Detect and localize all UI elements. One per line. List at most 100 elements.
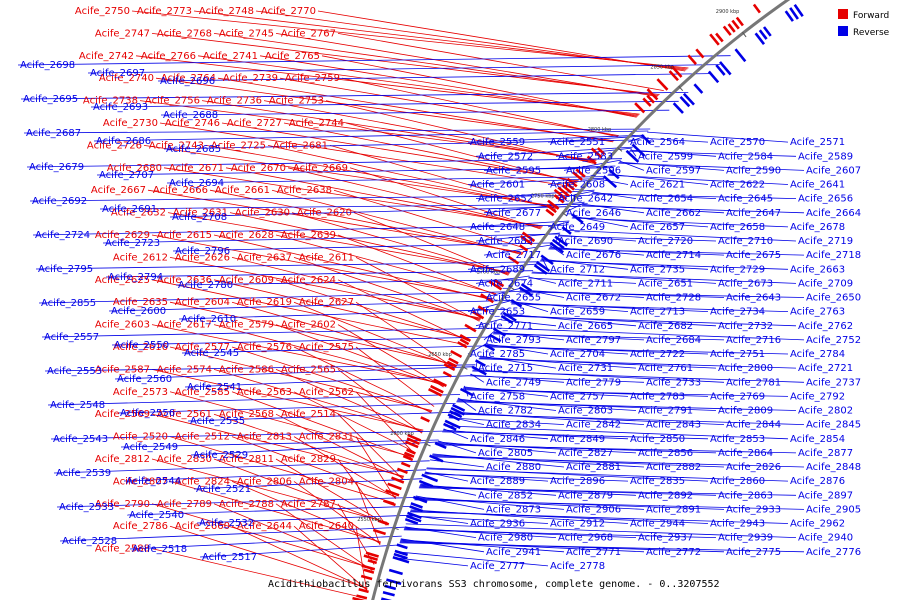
reverse-gene-label[interactable]: Acife_2599: [638, 151, 693, 162]
reverse-gene-label[interactable]: Acife_2879: [558, 490, 613, 501]
reverse-gene-label[interactable]: Acife_2834: [486, 420, 541, 431]
reverse-gene-label[interactable]: Acife_2718: [806, 250, 861, 261]
reverse-gene-label[interactable]: Acife_2723: [105, 238, 160, 249]
forward-gene-label[interactable]: Acife_2626: [175, 252, 230, 263]
forward-gene-label[interactable]: Acife_2744: [289, 118, 344, 129]
forward-gene-label[interactable]: Acife_2740: [99, 73, 154, 84]
reverse-gene-label[interactable]: Acife_2691: [102, 204, 157, 215]
reverse-gene-label[interactable]: Acife_2800: [718, 363, 773, 374]
reverse-gene-label[interactable]: Acife_2551: [550, 137, 605, 148]
reverse-gene-label[interactable]: Acife_2653: [470, 307, 525, 318]
reverse-gene-label[interactable]: Acife_2710: [718, 236, 773, 247]
reverse-gene-label[interactable]: Acife_2763: [790, 307, 845, 318]
forward-gene-label[interactable]: Acife_2669: [293, 163, 348, 174]
forward-gene-label[interactable]: Acife_2741: [203, 51, 258, 62]
forward-gene-label[interactable]: Acife_2573: [113, 387, 168, 398]
reverse-gene-label[interactable]: Acife_2880: [486, 462, 541, 473]
reverse-gene-label[interactable]: Acife_2677: [486, 208, 541, 219]
reverse-gene-label[interactable]: Acife_2544: [126, 476, 181, 487]
reverse-gene-label[interactable]: Acife_2564: [630, 137, 685, 148]
forward-gene-label[interactable]: Acife_2575: [299, 342, 354, 353]
reverse-gene-label[interactable]: Acife_2897: [798, 490, 853, 501]
forward-gene-label[interactable]: Acife_2624: [281, 275, 336, 286]
forward-gene-label[interactable]: Acife_2579: [219, 320, 274, 331]
forward-gene-label[interactable]: Acife_2667: [91, 185, 146, 196]
forward-gene-label[interactable]: Acife_2738: [83, 96, 138, 107]
forward-gene-label[interactable]: Acife_2587: [95, 364, 150, 375]
reverse-gene-label[interactable]: Acife_2757: [550, 391, 605, 402]
reverse-gene-label[interactable]: Acife_2590: [726, 165, 781, 176]
forward-gene-label[interactable]: Acife_2753: [269, 96, 324, 107]
forward-gene-label[interactable]: Acife_2661: [215, 185, 270, 196]
forward-gene-label[interactable]: Acife_2629: [95, 230, 150, 241]
reverse-gene-label[interactable]: Acife_2584: [718, 151, 773, 162]
forward-gene-label[interactable]: Acife_2602: [281, 320, 336, 331]
reverse-gene-label[interactable]: Acife_2731: [558, 363, 613, 374]
reverse-gene-label[interactable]: Acife_2733: [646, 377, 701, 388]
reverse-gene-label[interactable]: Acife_2882: [646, 462, 701, 473]
forward-gene-label[interactable]: Acife_2611: [299, 252, 354, 263]
forward-gene-label[interactable]: Acife_2604: [175, 297, 230, 308]
forward-gene-label[interactable]: Acife_2565: [281, 364, 336, 375]
reverse-gene-label[interactable]: Acife_2529: [193, 450, 248, 461]
reverse-gene-label[interactable]: Acife_2728: [646, 293, 701, 304]
reverse-gene-label[interactable]: Acife_2571: [790, 137, 845, 148]
reverse-gene-label[interactable]: Acife_2791: [638, 406, 693, 417]
forward-gene-label[interactable]: Acife_2770: [261, 6, 316, 17]
forward-gene-label[interactable]: Acife_2736: [207, 96, 262, 107]
reverse-gene-label[interactable]: Acife_2698: [20, 60, 75, 71]
reverse-gene-label[interactable]: Acife_2672: [566, 293, 621, 304]
reverse-gene-label[interactable]: Acife_2648: [470, 222, 525, 233]
reverse-gene-label[interactable]: Acife_2545: [184, 348, 239, 359]
reverse-gene-label[interactable]: Acife_2937: [638, 533, 693, 544]
forward-gene-label[interactable]: Acife_2787: [281, 499, 336, 510]
reverse-gene-label[interactable]: Acife_2601: [470, 180, 525, 191]
reverse-gene-label[interactable]: Acife_2560: [117, 374, 172, 385]
reverse-gene-label[interactable]: Acife_2675: [726, 250, 781, 261]
reverse-gene-label[interactable]: Acife_2906: [566, 504, 621, 515]
forward-gene-label[interactable]: Acife_2743: [149, 140, 204, 151]
reverse-gene-label[interactable]: Acife_2704: [550, 349, 605, 360]
reverse-gene-label[interactable]: Acife_2876: [790, 476, 845, 487]
reverse-gene-label[interactable]: Acife_2657: [630, 222, 685, 233]
reverse-gene-label[interactable]: Acife_2912: [550, 519, 605, 530]
reverse-gene-label[interactable]: Acife_2647: [726, 208, 781, 219]
forward-gene-label[interactable]: Acife_2609: [219, 275, 274, 286]
reverse-gene-label[interactable]: Acife_2665: [558, 321, 613, 332]
forward-gene-label[interactable]: Acife_2563: [237, 387, 292, 398]
reverse-gene-label[interactable]: Acife_2721: [798, 363, 853, 374]
forward-gene-label[interactable]: Acife_2725: [211, 140, 266, 151]
reverse-gene-label[interactable]: Acife_2848: [806, 462, 861, 473]
reverse-gene-label[interactable]: Acife_2717: [486, 250, 541, 261]
reverse-gene-label[interactable]: Acife_2678: [790, 222, 845, 233]
reverse-gene-label[interactable]: Acife_2607: [806, 165, 861, 176]
forward-gene-label[interactable]: Acife_2576: [237, 342, 292, 353]
forward-gene-label[interactable]: Acife_2739: [223, 73, 278, 84]
reverse-gene-label[interactable]: Acife_2608: [550, 180, 605, 191]
forward-gene-label[interactable]: Acife_2620: [297, 208, 352, 219]
reverse-gene-label[interactable]: Acife_2734: [710, 307, 765, 318]
reverse-gene-label[interactable]: Acife_2776: [806, 547, 861, 558]
reverse-gene-label[interactable]: Acife_2642: [558, 194, 613, 205]
forward-gene-label[interactable]: Acife_2671: [169, 163, 224, 174]
reverse-gene-label[interactable]: Acife_2783: [630, 391, 685, 402]
reverse-gene-label[interactable]: Acife_2860: [710, 476, 765, 487]
forward-gene-label[interactable]: Acife_2670: [231, 163, 286, 174]
reverse-gene-label[interactable]: Acife_2802: [798, 406, 853, 417]
reverse-gene-label[interactable]: Acife_2856: [638, 448, 693, 459]
reverse-gene-label[interactable]: Acife_2676: [566, 250, 621, 261]
forward-gene-label[interactable]: Acife_2603: [95, 320, 150, 331]
forward-gene-label[interactable]: Acife_2748: [199, 6, 254, 17]
reverse-gene-label[interactable]: Acife_2803: [558, 406, 613, 417]
reverse-gene-label[interactable]: Acife_2792: [790, 391, 845, 402]
reverse-gene-label[interactable]: Acife_2528: [62, 536, 117, 547]
forward-gene-label[interactable]: Acife_2788: [219, 499, 274, 510]
reverse-gene-label[interactable]: Acife_2674: [478, 278, 533, 289]
forward-gene-label[interactable]: Acife_2615: [157, 230, 212, 241]
reverse-gene-label[interactable]: Acife_2673: [718, 278, 773, 289]
forward-gene-label[interactable]: Acife_2627: [299, 297, 354, 308]
forward-gene-label[interactable]: Acife_2829: [281, 454, 336, 465]
forward-gene-label[interactable]: Acife_2765: [265, 51, 320, 62]
reverse-gene-label[interactable]: Acife_2980: [478, 533, 533, 544]
reverse-gene-label[interactable]: Acife_2892: [638, 490, 693, 501]
